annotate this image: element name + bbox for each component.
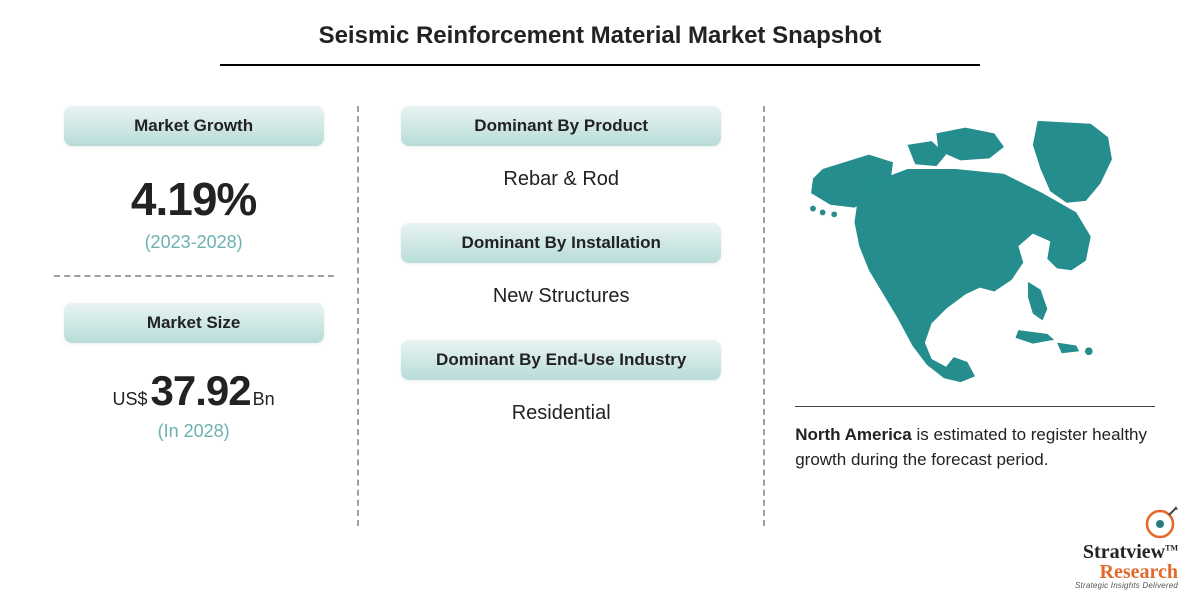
- title-underline: [220, 64, 980, 66]
- dominant-product-label: Dominant By Product: [401, 106, 721, 146]
- brand-name-2: Research: [1100, 561, 1179, 583]
- market-size-value: 37.92: [151, 367, 251, 415]
- market-growth-label: Market Growth: [64, 106, 324, 146]
- dominant-enduse-label: Dominant By End-Use Industry: [401, 340, 721, 380]
- content-columns: Market Growth 4.19% (2023-2028) Market S…: [0, 106, 1200, 526]
- market-growth-value: 4.19%: [131, 172, 256, 226]
- horizontal-divider: [54, 275, 334, 277]
- brand-tm: TM: [1165, 543, 1178, 552]
- column-right: North America is estimated to register h…: [775, 106, 1160, 472]
- market-size-label: Market Size: [64, 303, 324, 343]
- dominant-installation-label: Dominant By Installation: [401, 223, 721, 263]
- dominant-product-value: Rebar & Rod: [503, 168, 619, 191]
- page-title: Seismic Reinforcement Material Market Sn…: [0, 0, 1200, 64]
- brand-tagline: Strategic Insights Delivered: [1075, 582, 1178, 590]
- dominant-installation-value: New Structures: [493, 285, 630, 308]
- brand-logo: StratviewTM Research Strategic Insights …: [1075, 506, 1178, 590]
- column-left: Market Growth 4.19% (2023-2028) Market S…: [40, 106, 347, 464]
- market-growth-period: (2023-2028): [145, 232, 243, 253]
- market-size-currency: US$: [113, 389, 148, 410]
- market-size-period: (In 2028): [158, 421, 230, 442]
- region-name: North America: [795, 425, 912, 444]
- region-caption: North America is estimated to register h…: [795, 406, 1155, 472]
- column-middle: Dominant By Product Rebar & Rod Dominant…: [369, 106, 753, 457]
- vertical-divider-1: [357, 106, 359, 526]
- market-size-unit: Bn: [253, 389, 275, 410]
- north-america-map-icon: [795, 106, 1155, 386]
- logo-mark-icon: [1142, 506, 1178, 542]
- brand-name-1: Stratview: [1083, 541, 1165, 563]
- dominant-enduse-value: Residential: [512, 402, 611, 425]
- market-size-line: US$ 37.92 Bn: [113, 367, 275, 415]
- vertical-divider-2: [763, 106, 765, 526]
